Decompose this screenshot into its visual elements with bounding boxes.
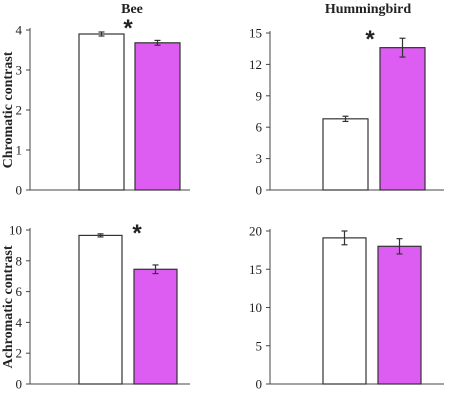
panel-3-tick-label-10: 10 xyxy=(9,223,22,238)
panel-1-tick-label-4: 4 xyxy=(16,23,23,38)
panel-2-tick-label-9: 9 xyxy=(256,88,263,103)
panel-3-tick-label-4: 4 xyxy=(16,315,23,330)
panel-1-tick-label-2: 2 xyxy=(16,103,23,118)
panel-4-tick-label-5: 5 xyxy=(256,338,263,353)
panel-2-tick-label-12: 12 xyxy=(249,57,262,72)
panel-1-title: Bee xyxy=(121,2,143,17)
panel-3-tick-label-2: 2 xyxy=(16,346,23,361)
panel-1-bar-1 xyxy=(78,33,125,191)
panel-3-tick-label-0: 0 xyxy=(16,377,23,392)
panel-4-tick-label-0: 0 xyxy=(256,377,263,392)
panel-1-ylabel: Chromatic contrast xyxy=(1,51,16,168)
panel-2-tick-label-15: 15 xyxy=(249,26,262,41)
panel-4-tick-label-15: 15 xyxy=(249,262,262,277)
panel-2-bar-2 xyxy=(379,47,426,191)
panel-1-tick-label-1: 1 xyxy=(16,143,23,158)
panel-2-tick-label-0: 0 xyxy=(256,183,263,198)
panel-2-bar-1 xyxy=(322,118,369,191)
panel-3-bar-2 xyxy=(133,268,178,385)
panel-1-tick-label-3: 3 xyxy=(16,63,23,78)
panel-3-significance-marker: * xyxy=(132,220,142,247)
panel-1-significance-marker: * xyxy=(123,15,133,42)
panel-3-tick-label-6: 6 xyxy=(16,284,23,299)
panel-3-ylabel: Achromatic contrast xyxy=(1,245,16,368)
panel-4-tick-label-20: 20 xyxy=(249,224,262,239)
panel-2-significance-marker: * xyxy=(365,26,375,53)
panel-4-tick-label-10: 10 xyxy=(249,300,262,315)
panel-2-tick-label-3: 3 xyxy=(256,151,263,166)
panel-1-tick-label-0: 0 xyxy=(16,183,23,198)
panel-2-title: Hummingbird xyxy=(325,2,412,17)
panel-3-tick-label-8: 8 xyxy=(16,253,23,268)
panel-4-bar-2 xyxy=(377,245,422,385)
panel-3-bar-1 xyxy=(78,234,123,385)
panel-1-bar-2 xyxy=(134,42,181,191)
panel-4-bar-1 xyxy=(322,237,367,385)
panel-2-tick-label-6: 6 xyxy=(256,120,263,135)
